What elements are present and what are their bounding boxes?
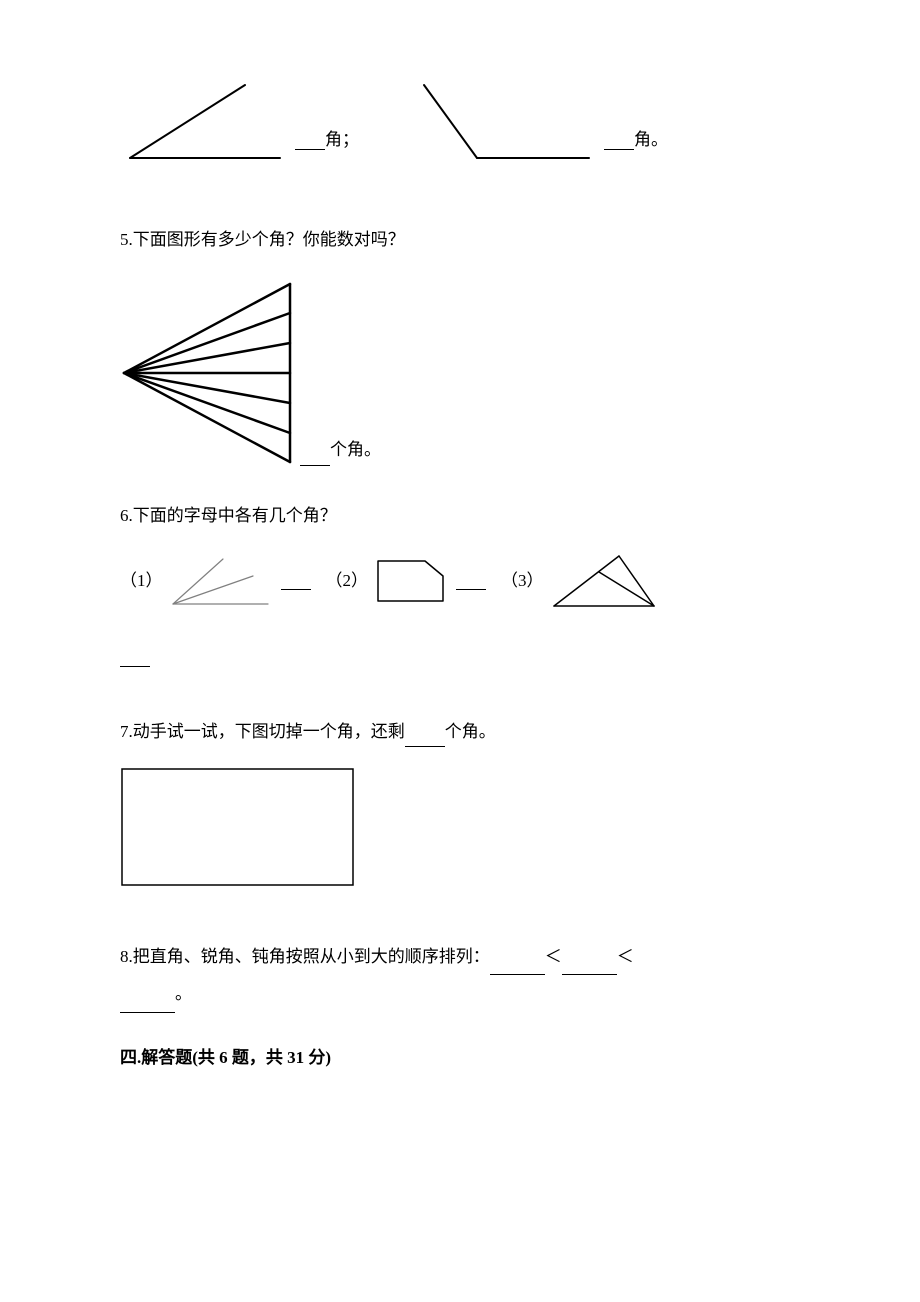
rectangle-figure: [120, 767, 355, 887]
q6-label-1: （1）: [120, 566, 163, 597]
blank-fill: [300, 449, 330, 466]
q7-figure: [120, 767, 800, 898]
blank-fill: [281, 573, 311, 590]
blank-fill: [120, 996, 175, 1013]
q6-text: 6.下面的字母中各有几个角？: [120, 501, 800, 532]
acute-angle-figure: [120, 80, 285, 165]
q4-angles-row: 角； 角。: [120, 80, 800, 165]
q6-label-3: （3）: [501, 566, 544, 597]
question-8: 8.把直角、锐角、钝角按照从小到大的顺序排列： ＜ ＜ 。: [120, 938, 800, 1013]
angle-item-2: 角。: [419, 80, 668, 165]
q5-answer-label: 个角。: [300, 435, 381, 471]
q8-before: 把直角、锐角、钝角按照从小到大的顺序排列：: [133, 947, 490, 966]
q5-question-text: 下面图形有多少个角？你能数对吗？: [133, 230, 405, 249]
angle-item-1: 角；: [120, 80, 359, 165]
q8-text: 8.把直角、锐角、钝角按照从小到大的顺序排列： ＜ ＜ 。: [120, 938, 800, 1013]
q7-number: 7.: [120, 722, 133, 741]
angle-1-suffix: 角；: [325, 130, 359, 149]
question-6: 6.下面的字母中各有几个角？ （1） （2） （3）: [120, 501, 800, 667]
q6-figure-2: [373, 556, 448, 606]
q5-text: 5.下面图形有多少个角？你能数对吗？: [120, 225, 800, 256]
question-5: 5.下面图形有多少个角？你能数对吗？ 个角。: [120, 225, 800, 471]
q6-number: 6.: [120, 506, 133, 525]
q6-figures-row: （1） （2） （3）: [120, 551, 800, 611]
q7-before: 动手试一试，下图切掉一个角，还剩: [133, 722, 405, 741]
angle-2-label: 角。: [604, 125, 668, 165]
q6-label-2: （2）: [326, 566, 369, 597]
angle-1-label: 角；: [295, 125, 359, 165]
q6-item-3: （3）: [501, 551, 659, 611]
obtuse-angle-figure: [419, 80, 594, 165]
q6-figure-3: [549, 551, 659, 611]
section-4-label: 四.: [120, 1048, 141, 1067]
q8-sep-2: ＜: [617, 947, 634, 966]
fan-angles-figure: [120, 276, 295, 471]
q8-number: 8.: [120, 947, 133, 966]
q8-sep-1: ＜: [545, 947, 562, 966]
q7-text: 7.动手试一试，下图切掉一个角，还剩 个角。: [120, 717, 800, 748]
blank-fill: [295, 133, 325, 150]
blank-fill: [562, 958, 617, 975]
q6-trailing-blank: [120, 636, 800, 667]
blank-fill: [604, 133, 634, 150]
q6-question-text: 下面的字母中各有几个角？: [133, 506, 337, 525]
blank-fill: [456, 573, 486, 590]
section-4-header: 四.解答题(共 6 题，共 31 分): [120, 1043, 800, 1068]
blank-fill: [120, 650, 150, 667]
q6-item-1: （1）: [120, 554, 311, 609]
q5-number: 5.: [120, 230, 133, 249]
q6-figure-1: [168, 554, 273, 609]
section-4-text: 解答题(共 6 题，共 31 分): [141, 1048, 331, 1067]
q5-suffix: 个角。: [330, 440, 381, 459]
angle-2-suffix: 角。: [634, 130, 668, 149]
q5-figure-row: 个角。: [120, 276, 800, 471]
q7-after: 个角。: [445, 722, 496, 741]
blank-fill: [405, 730, 445, 747]
question-7: 7.动手试一试，下图切掉一个角，还剩 个角。: [120, 717, 800, 898]
q6-item-2: （2）: [326, 556, 487, 606]
q8-suffix: 。: [175, 984, 192, 1003]
blank-fill: [490, 958, 545, 975]
